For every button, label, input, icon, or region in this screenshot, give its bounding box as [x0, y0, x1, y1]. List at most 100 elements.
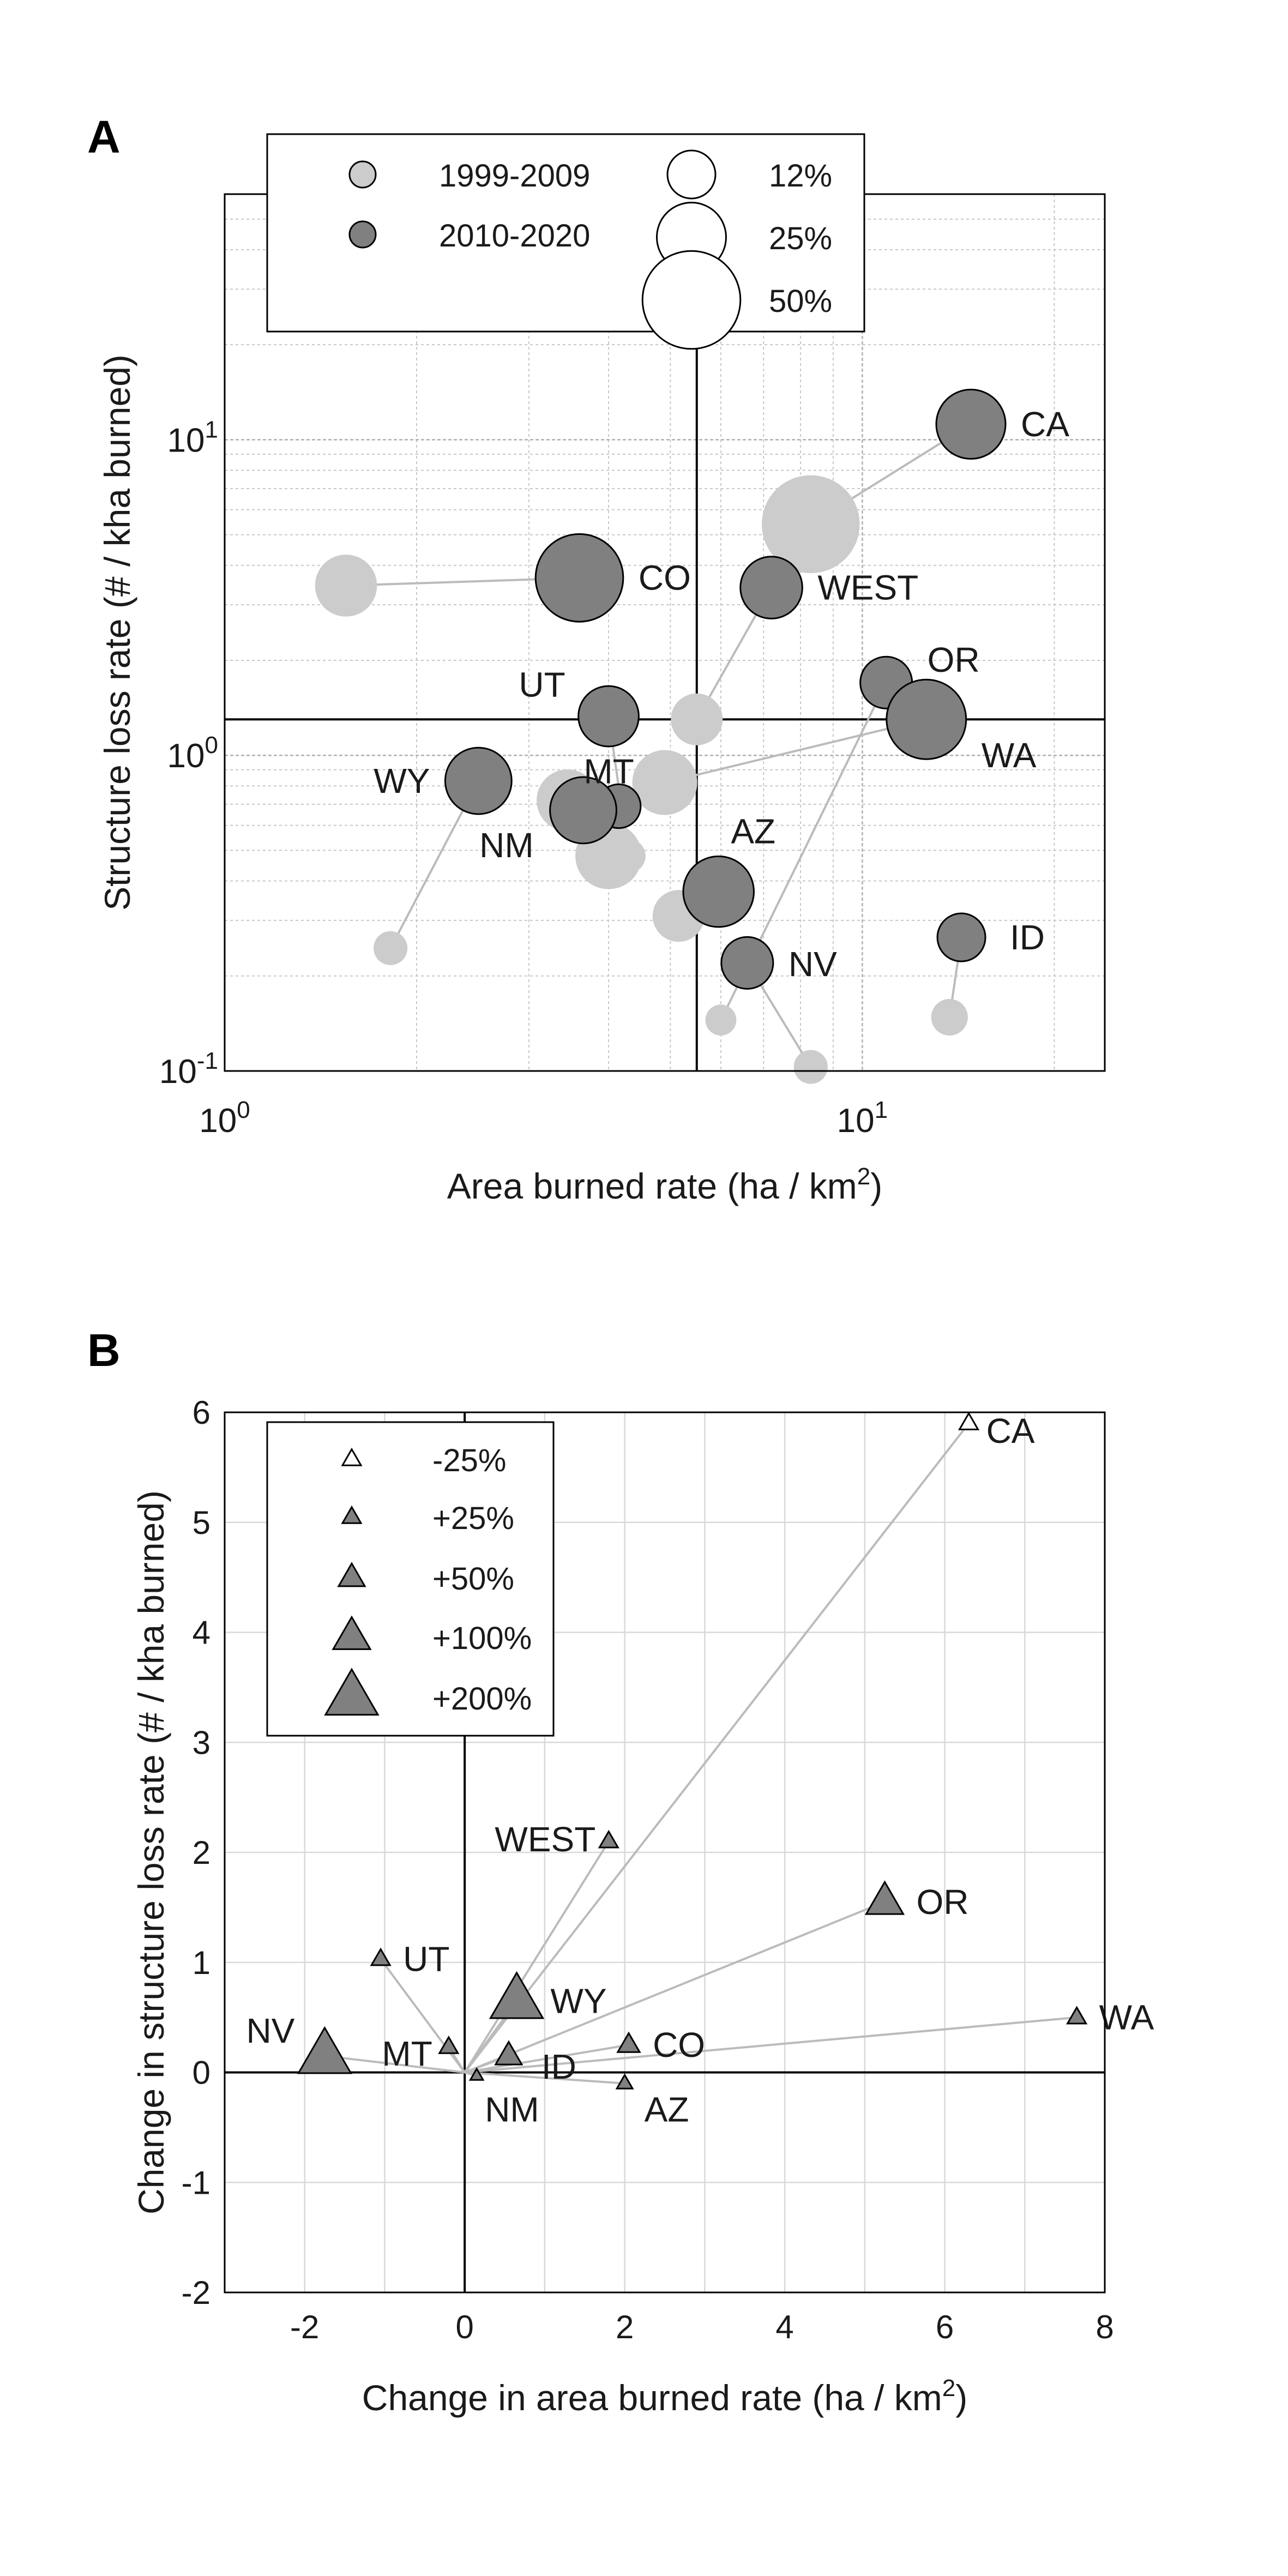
triangle-mt [438, 2035, 460, 2054]
point-1999-2009-wa [632, 750, 697, 815]
triangle-nm [468, 2067, 485, 2081]
state-label: OR [917, 1882, 969, 1922]
state-label: WEST [495, 1820, 595, 1859]
panel-a-state-labels: CA CO WEST OR WA UT MT WY NM AZ NV ID [374, 405, 1069, 984]
y-tick-exponent: -1 [197, 1048, 218, 1074]
connector-wa [664, 718, 927, 784]
state-label: WY [551, 1981, 607, 2020]
panel-b-x-axis-label: Change in area burned rate (ha / km2) [362, 2375, 967, 2418]
panel-a-legend: 1999-2009 2010-2020 12% 25% 50% [266, 133, 865, 350]
x-tick-base: 10 [199, 1102, 237, 1140]
state-label: ID [541, 2047, 576, 2086]
point-1999-2009-or [705, 1004, 737, 1036]
point-2010-2020-wa [886, 678, 967, 760]
state-label: ID [1010, 918, 1045, 957]
point-2010-2020-nv [720, 936, 774, 990]
state-label: NV [789, 944, 837, 984]
legend-triangle [341, 1447, 363, 1466]
legend-marker-1999-2009 [348, 160, 377, 189]
y-tick-label: 0 [192, 2055, 210, 2091]
y-tick-base: 10 [167, 737, 205, 775]
panel-b-tick-labels: -2 0 2 4 6 8 -2 -1 0 1 2 3 4 5 6 [182, 1394, 1114, 2345]
legend-label: +200% [432, 1681, 532, 1717]
connector-co [464, 2044, 629, 2074]
state-label: MT [583, 751, 634, 791]
y-tick-exponent: 0 [205, 732, 218, 759]
legend-label: -25% [432, 1443, 506, 1478]
y-tick-label: 2 [192, 1834, 210, 1871]
y-tick-base: 10 [167, 422, 205, 459]
panel-a-points [315, 388, 1007, 1084]
panel-b-chart: CA WEST OR UT WY NV MT ID CO WA NM AZ -2 0 2 4 6 8 -2 -1 0 1… [131, 1394, 1154, 2418]
state-label: CO [639, 558, 691, 598]
state-label: WA [1099, 1998, 1154, 2037]
legend-label: +25% [432, 1501, 514, 1536]
connector-ca [464, 1422, 970, 2073]
legend-label: 2010-2020 [439, 218, 590, 254]
y-tick-label: 101 [167, 416, 218, 459]
legend-label: 1999-2009 [439, 158, 590, 194]
state-label: NV [246, 2011, 295, 2050]
y-tick-label: 1 [192, 1945, 210, 1981]
triangle-co [616, 2031, 641, 2053]
x-tick-label: 2 [616, 2309, 634, 2345]
y-tick-label: 100 [167, 732, 218, 775]
point-1999-2009-wy [374, 931, 408, 965]
state-label: WA [982, 736, 1037, 775]
x-tick-label: 8 [1096, 2309, 1114, 2345]
triangle-nv [297, 2026, 353, 2074]
point-2010-2020-ut [577, 685, 640, 748]
x-tick-label: 4 [775, 2309, 793, 2345]
legend-triangle [341, 1505, 363, 1524]
panel-a-y-axis-label: Structure loss rate (# / kha burned) [97, 354, 137, 911]
point-2010-2020-co [534, 533, 624, 623]
legend-size-label: 25% [769, 221, 832, 256]
legend-triangle [324, 1668, 380, 1716]
triangle-or [864, 1880, 905, 1915]
connector-or [464, 1900, 886, 2074]
state-label: WEST [817, 568, 918, 607]
connector-az [465, 2071, 625, 2085]
triangle-west [598, 1829, 619, 1849]
state-label: CO [653, 2025, 705, 2065]
panel-a-x-axis-label: Area burned rate (ha / km2) [447, 1163, 883, 1206]
point-2010-2020-ca [935, 388, 1007, 460]
y-tick-label: 6 [192, 1394, 210, 1431]
point-2010-2020-nm [549, 776, 617, 845]
state-label: UT [403, 1940, 449, 1979]
x-tick-exponent: 1 [875, 1097, 888, 1123]
triangle-wa [1066, 2006, 1088, 2025]
x-tick-label: 100 [199, 1097, 250, 1140]
panel-b-connectors [324, 1422, 1077, 2085]
x-tick-label: 6 [936, 2309, 954, 2345]
panel-a-grid [224, 194, 1105, 1072]
connector-west [464, 1840, 610, 2073]
panel-b-points [297, 1411, 1088, 2090]
x-tick-exponent: 0 [237, 1097, 250, 1123]
x-tick-label: -2 [290, 2309, 319, 2345]
legend-size-label: 50% [769, 284, 832, 319]
y-tick-label: -1 [182, 2164, 210, 2201]
triangle-az [615, 2073, 634, 2090]
x-tick-label: 0 [455, 2309, 473, 2345]
point-2010-2020-west [739, 556, 803, 619]
panel-b-legend: -25% +25% +50% +100% +200% [266, 1421, 555, 1737]
y-tick-base: 10 [159, 1053, 197, 1091]
legend-size-marker-12 [666, 149, 717, 200]
panel-b-plot-frame [224, 1411, 1106, 2294]
connector-nv [324, 2055, 465, 2074]
state-label: WY [374, 761, 430, 801]
point-1999-2009-co [315, 555, 377, 617]
point-1999-2009-west [671, 693, 723, 745]
connector-wa [465, 2016, 1077, 2074]
point-1999-2009-id [931, 998, 968, 1036]
point-2010-2020-wy [444, 747, 513, 815]
y-tick-label: 5 [192, 1504, 210, 1541]
legend-marker-2010-2020 [348, 220, 377, 249]
state-label: CA [986, 1411, 1035, 1450]
panel-b-letter: B [87, 1325, 121, 1376]
